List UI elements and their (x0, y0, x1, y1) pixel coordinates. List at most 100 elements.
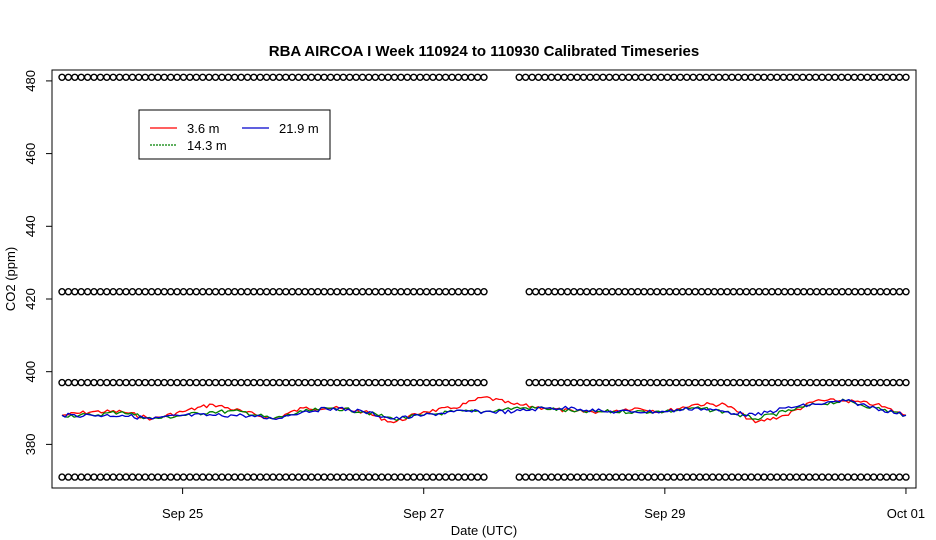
cal-marker-1-1-30 (717, 288, 725, 296)
cal-marker-0-1-18 (631, 73, 639, 82)
cal-marker-2-0-43 (333, 378, 341, 387)
cal-marker-3-0-12 (135, 473, 143, 481)
cal-marker-1-0-21 (192, 288, 201, 296)
cal-marker-1-0-26 (224, 288, 233, 296)
cal-marker-3-0-2 (71, 473, 79, 481)
cal-marker-1-1-49 (838, 288, 846, 296)
cal-marker-3-0-17 (166, 473, 175, 481)
cal-marker-3-1-8 (567, 473, 575, 481)
cal-marker-1-0-36 (288, 288, 296, 296)
cal-marker-0-0-52 (390, 73, 399, 82)
cal-marker-2-1-46 (819, 378, 827, 387)
cal-marker-0-1-37 (754, 73, 762, 82)
cal-marker-2-0-66 (480, 378, 488, 387)
cal-marker-0-1-45 (805, 73, 813, 82)
cal-marker-3-1-6 (554, 473, 562, 481)
cal-marker-0-0-18 (173, 73, 181, 82)
cal-marker-0-0-28 (237, 73, 245, 82)
cal-marker-3-0-55 (410, 473, 418, 481)
x-tick-label-3: Oct 01 (887, 506, 925, 521)
cal-marker-3-0-18 (173, 473, 181, 481)
cal-marker-0-0-50 (378, 73, 386, 82)
cal-marker-2-1-59 (902, 378, 910, 387)
cal-marker-3-0-11 (128, 473, 137, 481)
cal-marker-1-0-27 (230, 288, 239, 296)
cal-marker-1-1-35 (749, 288, 757, 296)
cal-marker-3-1-40 (773, 473, 781, 481)
cal-marker-1-1-36 (755, 288, 763, 296)
cal-marker-0-1-38 (760, 73, 768, 82)
cal-marker-2-0-56 (416, 378, 424, 387)
cal-marker-2-0-10 (122, 378, 130, 387)
cal-marker-3-0-6 (96, 473, 105, 481)
cal-marker-2-0-21 (192, 378, 201, 387)
cal-marker-0-0-10 (122, 73, 130, 82)
series-line-3-6-m (61, 396, 907, 424)
cal-marker-1-0-24 (211, 288, 220, 296)
cal-marker-1-1-15 (621, 288, 629, 296)
cal-marker-0-1-5 (547, 73, 556, 82)
cal-marker-0-1-56 (876, 73, 884, 82)
cal-marker-0-1-53 (857, 73, 865, 82)
cal-marker-1-0-60 (441, 288, 450, 296)
cal-marker-3-0-0 (58, 473, 66, 481)
cal-marker-3-0-53 (397, 473, 405, 481)
cal-marker-2-1-17 (634, 378, 642, 387)
cal-marker-2-1-53 (863, 378, 872, 387)
cal-marker-1-0-8 (109, 288, 117, 296)
cal-marker-1-1-3 (544, 288, 553, 296)
cal-marker-0-1-11 (586, 73, 594, 82)
cal-marker-1-0-49 (371, 288, 379, 296)
cal-marker-0-0-12 (135, 73, 143, 82)
cal-marker-3-0-37 (294, 473, 303, 481)
cal-marker-1-0-44 (339, 288, 347, 296)
cal-marker-0-1-43 (792, 73, 801, 82)
cal-marker-2-0-53 (397, 378, 405, 387)
cal-marker-0-0-8 (109, 73, 117, 82)
cal-marker-1-0-11 (128, 288, 137, 296)
cal-marker-1-1-21 (659, 288, 667, 296)
cal-marker-1-1-5 (557, 288, 565, 296)
cal-marker-3-1-39 (766, 473, 775, 481)
cal-marker-3-0-44 (339, 473, 347, 481)
cal-marker-3-1-51 (844, 473, 852, 481)
cal-marker-2-0-12 (135, 378, 143, 387)
cal-marker-1-0-58 (429, 288, 437, 296)
cal-marker-2-0-33 (269, 378, 277, 387)
cal-marker-0-1-36 (747, 73, 755, 82)
cal-marker-1-1-57 (889, 288, 897, 296)
cal-marker-1-0-30 (250, 288, 258, 296)
cal-marker-2-1-16 (627, 378, 636, 387)
cal-marker-0-1-21 (650, 73, 659, 82)
cal-marker-0-0-35 (282, 73, 290, 82)
cal-marker-3-1-35 (741, 473, 749, 481)
cal-marker-3-1-14 (605, 473, 614, 481)
cal-marker-2-1-2 (538, 378, 546, 387)
cal-marker-1-0-41 (320, 288, 328, 296)
cal-marker-1-0-0 (58, 288, 66, 296)
cal-marker-2-1-21 (659, 378, 667, 387)
cal-marker-0-0-32 (262, 73, 271, 82)
cal-marker-1-1-8 (576, 288, 584, 296)
cal-marker-2-1-30 (717, 378, 725, 387)
cal-marker-1-0-14 (147, 288, 156, 296)
cal-marker-0-1-33 (728, 73, 736, 82)
cal-marker-1-1-47 (825, 288, 833, 296)
cal-marker-2-0-45 (346, 378, 354, 387)
chart-title: RBA AIRCOA I Week 110924 to 110930 Calib… (269, 43, 700, 60)
cal-marker-2-0-54 (403, 378, 411, 387)
cal-marker-3-0-51 (384, 473, 392, 481)
cal-marker-3-1-23 (663, 473, 672, 481)
cal-marker-3-0-52 (390, 473, 399, 481)
cal-marker-2-0-35 (282, 378, 290, 387)
cal-marker-1-1-13 (608, 288, 616, 296)
y-tick-label-2: 420 (23, 288, 38, 310)
cal-marker-1-1-16 (627, 288, 636, 296)
cal-marker-0-1-14 (605, 73, 614, 82)
cal-marker-3-1-27 (689, 473, 697, 481)
cal-marker-2-1-27 (697, 378, 706, 387)
cal-marker-2-1-48 (832, 378, 840, 387)
cal-marker-2-1-20 (653, 378, 661, 387)
cal-marker-1-1-11 (595, 288, 604, 296)
cal-marker-2-1-24 (678, 378, 687, 387)
